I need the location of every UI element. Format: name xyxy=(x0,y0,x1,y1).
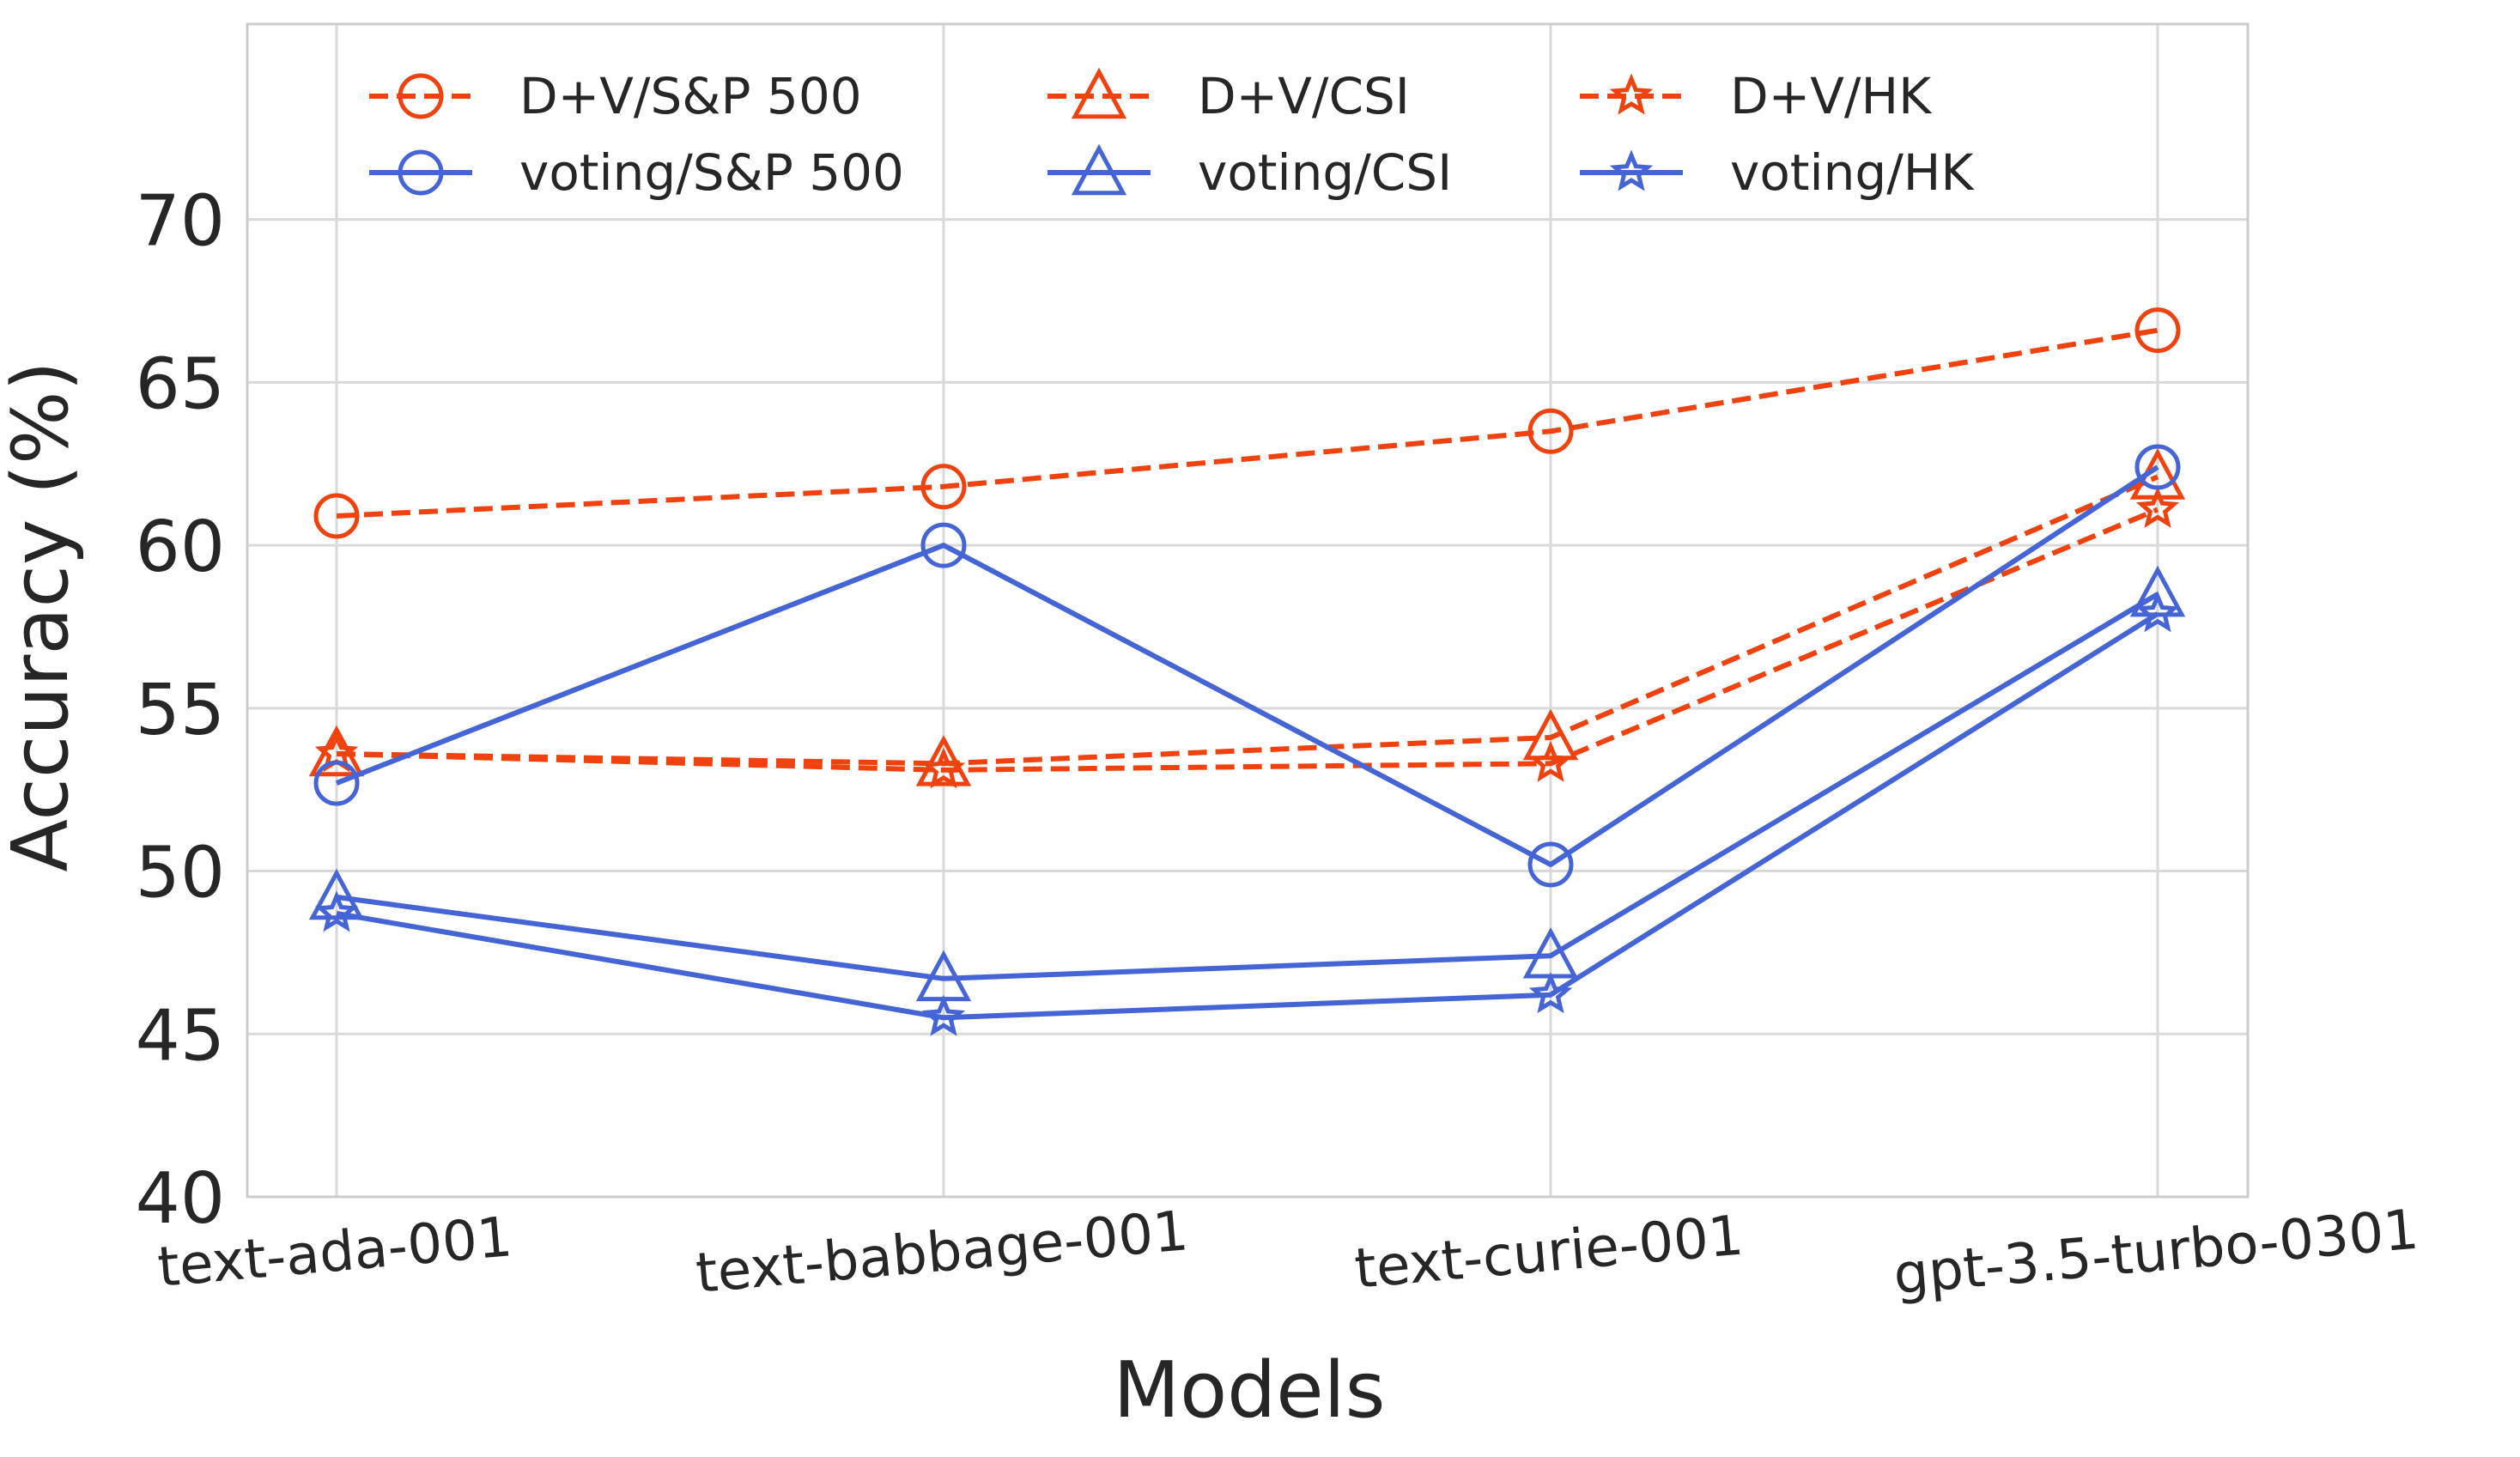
data-point xyxy=(920,464,967,510)
series-line xyxy=(335,464,2159,867)
data-point xyxy=(1528,740,1573,782)
data-point xyxy=(921,994,966,1036)
x-axis-ticks: text-ada-001 text-babbage-001 text-curie-0… xyxy=(155,1198,2421,1307)
series-line xyxy=(336,592,2159,981)
series-line xyxy=(336,507,2159,773)
series-3 xyxy=(313,444,2181,888)
data-point xyxy=(1522,708,1579,761)
data-point xyxy=(1527,841,1574,888)
series-line xyxy=(336,474,2159,767)
y-axis-ticks: 40 45 50 55 60 65 70 xyxy=(136,181,225,1240)
y-tick-label: 70 xyxy=(136,181,225,263)
data-point xyxy=(920,522,967,568)
legend-marker xyxy=(1609,149,1654,191)
x-tick-label: text-babbage-001 xyxy=(694,1199,1191,1306)
legend-marker xyxy=(398,73,444,119)
legend: D+V/S&P 500 voting/S&P 500 D+V/CSI voting/C… xyxy=(369,67,1975,202)
legend-entry: D+V/S&P 500 xyxy=(369,67,862,125)
y-tick-label: 55 xyxy=(136,670,225,751)
legend-label: voting/S&P 500 xyxy=(519,143,904,202)
series-0 xyxy=(313,307,2181,539)
data-point xyxy=(2135,486,2180,528)
legend-marker xyxy=(1071,143,1127,196)
data-point xyxy=(2134,307,2181,354)
series-layer xyxy=(308,307,2186,1036)
legend-entry: D+V/CSI xyxy=(1047,67,1410,125)
y-tick-label: 60 xyxy=(136,507,225,588)
legend-label: D+V/S&P 500 xyxy=(519,67,862,125)
y-tick-label: 65 xyxy=(136,343,225,425)
legend-marker xyxy=(398,149,444,196)
data-point xyxy=(314,890,359,932)
y-tick-label: 40 xyxy=(136,1158,225,1240)
legend-label: D+V/CSI xyxy=(1198,67,1410,125)
series-5 xyxy=(314,591,2180,1036)
x-axis-label: Models xyxy=(1113,1345,1385,1436)
legend-label: D+V/HK xyxy=(1730,67,1933,125)
data-point xyxy=(2134,444,2181,490)
data-point xyxy=(1528,972,1573,1014)
data-point xyxy=(308,868,365,920)
legend-entry: voting/CSI xyxy=(1047,143,1452,202)
data-point xyxy=(1527,408,1574,454)
y-axis-label: Accuracy (%) xyxy=(0,361,86,871)
plot-frame xyxy=(246,22,2250,1199)
x-tick-label: text-curie-001 xyxy=(1352,1204,1746,1301)
series-line xyxy=(336,327,2159,519)
data-point xyxy=(915,735,972,786)
data-point xyxy=(2135,591,2180,633)
data-point xyxy=(313,493,360,539)
legend-entry: voting/HK xyxy=(1580,143,1975,202)
legend-marker xyxy=(1609,73,1654,115)
data-point xyxy=(921,747,966,789)
y-tick-label: 50 xyxy=(136,833,225,914)
data-point xyxy=(313,760,360,806)
legend-entry: D+V/HK xyxy=(1580,67,1933,125)
legend-marker xyxy=(1071,67,1127,119)
legend-label: voting/HK xyxy=(1730,143,1975,202)
y-tick-label: 45 xyxy=(136,995,225,1077)
x-tick-label: gpt-3.5-turbo-0301 xyxy=(1892,1198,2421,1307)
legend-entry: voting/S&P 500 xyxy=(369,143,904,202)
legend-label: voting/CSI xyxy=(1198,143,1452,202)
series-line xyxy=(336,611,2159,1021)
